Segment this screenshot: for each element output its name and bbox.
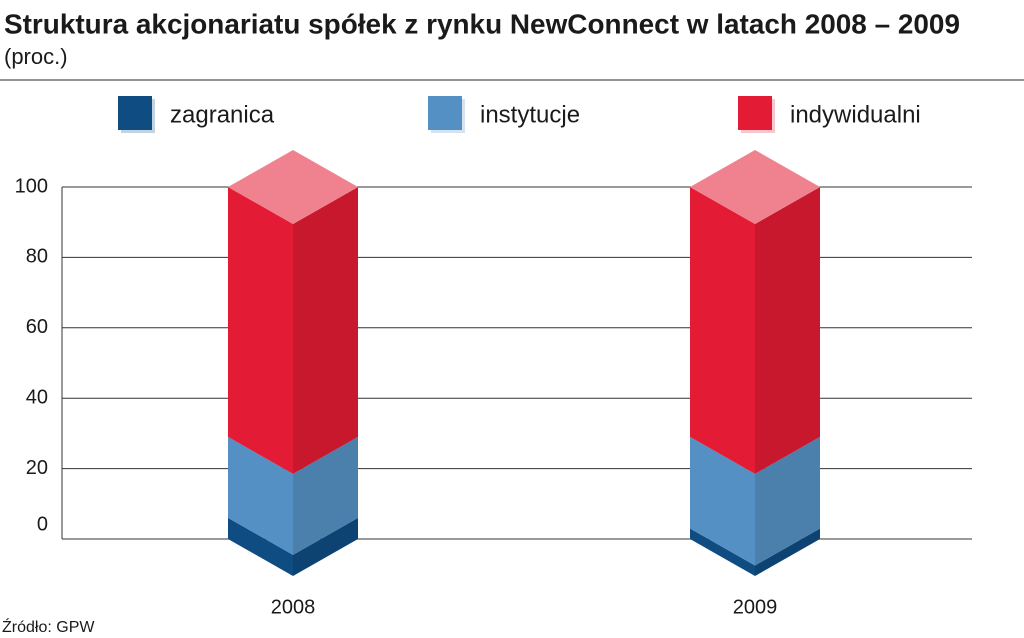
chart-title: Struktura akcjonariatu spółek z rynku Ne… (4, 8, 960, 39)
y-tick-label: 20 (26, 457, 48, 479)
legend-swatch (738, 96, 772, 130)
legend-label: indywidualni (790, 101, 921, 128)
bar-face-left (228, 517, 293, 576)
bar-segment (228, 187, 358, 474)
bar-face-right (293, 436, 358, 555)
bar-top (690, 150, 820, 224)
legend-label: zagranica (170, 101, 275, 128)
bar-face-right (293, 517, 358, 576)
bar-face-left (690, 187, 755, 474)
x-tick-label: 2008 (271, 596, 316, 618)
bar-top (228, 150, 358, 224)
bar-segment (690, 187, 820, 474)
bar-face-right (293, 187, 358, 474)
bar-face-right (755, 528, 820, 576)
bar-face-left (690, 436, 755, 566)
bar-segment (690, 528, 820, 576)
y-tick-label: 100 (15, 175, 48, 197)
legend-swatch (118, 96, 152, 130)
bar-segment (228, 517, 358, 576)
bar-segment (690, 436, 820, 566)
y-tick-label: 80 (26, 246, 48, 268)
x-tick-label: 2009 (733, 596, 778, 618)
bar-face-left (228, 436, 293, 555)
source: Źródło: GPW (2, 617, 95, 636)
chart-subtitle: (proc.) (4, 44, 68, 69)
y-tick-label: 60 (26, 316, 48, 338)
bar-face-right (755, 436, 820, 566)
bar-face-left (690, 528, 755, 576)
legend-swatch (428, 96, 462, 130)
legend-label: instytucje (480, 101, 580, 128)
bar-segment (228, 436, 358, 555)
bar-face-right (755, 187, 820, 474)
y-tick-label: 40 (26, 386, 48, 408)
y-tick-label: 0 (37, 513, 48, 535)
bar-face-left (228, 187, 293, 474)
